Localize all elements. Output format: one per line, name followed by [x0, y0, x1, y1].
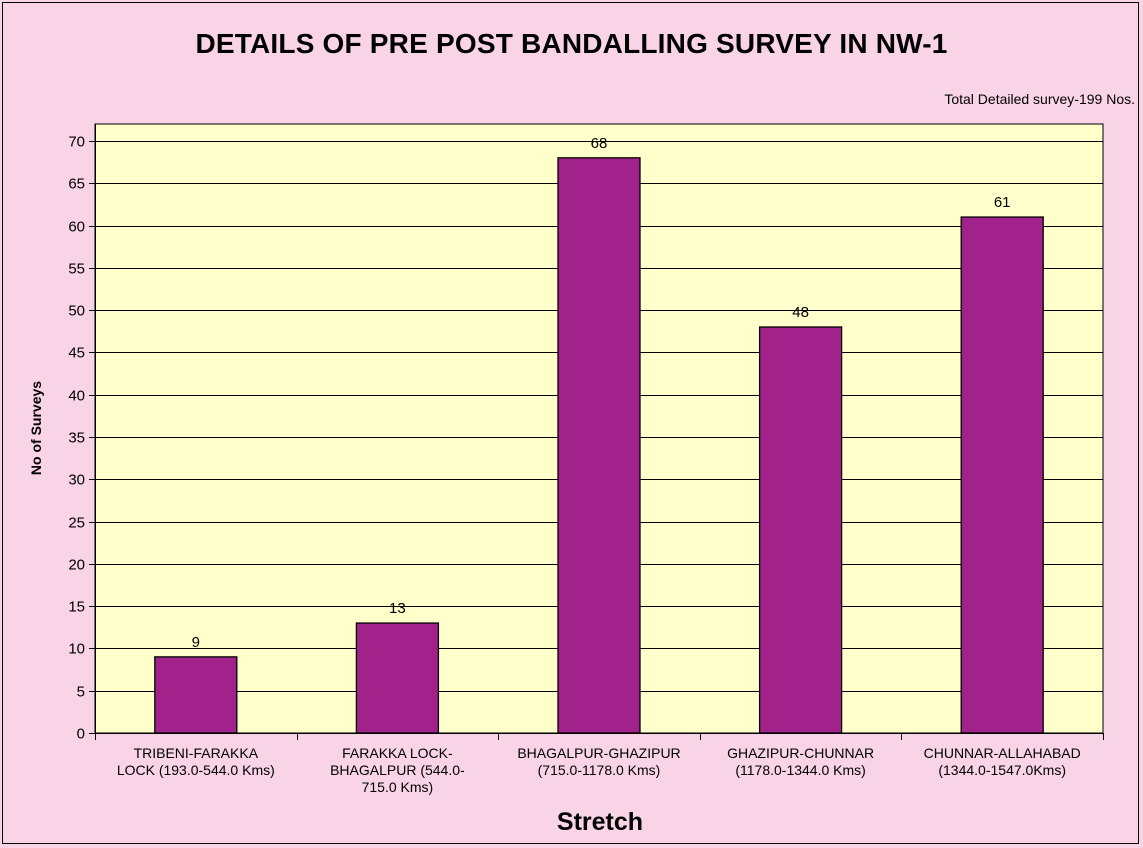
bar — [154, 656, 238, 734]
bar — [960, 216, 1044, 734]
y-tick-label: 20 — [68, 557, 85, 574]
bar — [758, 326, 843, 734]
y-tick-label: 50 — [68, 303, 85, 320]
x-tick-label: GHAZIPUR-CHUNNAR (1178.0-1344.0 Kms) — [727, 745, 875, 778]
x-tick-label: TRIBENI-FARAKKA LOCK (193.0-544.0 Kms) — [116, 745, 275, 778]
data-label: 61 — [994, 194, 1011, 211]
bar — [355, 622, 440, 734]
data-label: 13 — [389, 600, 406, 617]
chart-annotation: Total Detailed survey-199 Nos. — [944, 91, 1135, 107]
x-axis-label: Stretch — [556, 808, 644, 836]
y-tick-labels: 0 5 10 15 20 25 30 35 40 45 50 55 60 65 70 — [68, 134, 85, 743]
bars — [154, 157, 1044, 734]
y-tick-label: 70 — [68, 134, 85, 151]
chart-title: DETAILS OF PRE POST BANDALLING SURVEY IN… — [195, 28, 948, 59]
y-tick-label: 40 — [68, 388, 85, 405]
x-tick-label: FARAKKA LOCK- BHAGALPUR (544.0- 715.0 Kms) — [330, 745, 465, 795]
data-label: 48 — [792, 304, 809, 321]
y-tick-label: 0 — [77, 726, 85, 743]
y-tick-label: 5 — [77, 684, 85, 701]
y-tick-label: 10 — [68, 641, 85, 658]
y-tick-label: 45 — [68, 345, 85, 362]
data-label: 9 — [192, 634, 200, 651]
axes — [89, 124, 1104, 740]
value-labels: 9 13 68 48 61 — [192, 135, 1011, 651]
y-tick-label: 55 — [68, 261, 85, 278]
y-tick-label: 25 — [68, 515, 85, 532]
y-tick-label: 30 — [68, 472, 85, 489]
x-tick-label: CHUNNAR-ALLAHABAD (1344.0-1547.0Kms) — [923, 745, 1081, 778]
data-label: 68 — [591, 135, 608, 152]
x-tick-label: BHAGALPUR-GHAZIPUR (715.0-1178.0 Kms) — [517, 745, 681, 778]
y-tick-label: 35 — [68, 430, 85, 447]
bar — [557, 157, 641, 734]
y-tick-label: 60 — [68, 219, 85, 236]
y-tick-label: 65 — [68, 176, 85, 193]
y-tick-label: 15 — [68, 599, 85, 616]
